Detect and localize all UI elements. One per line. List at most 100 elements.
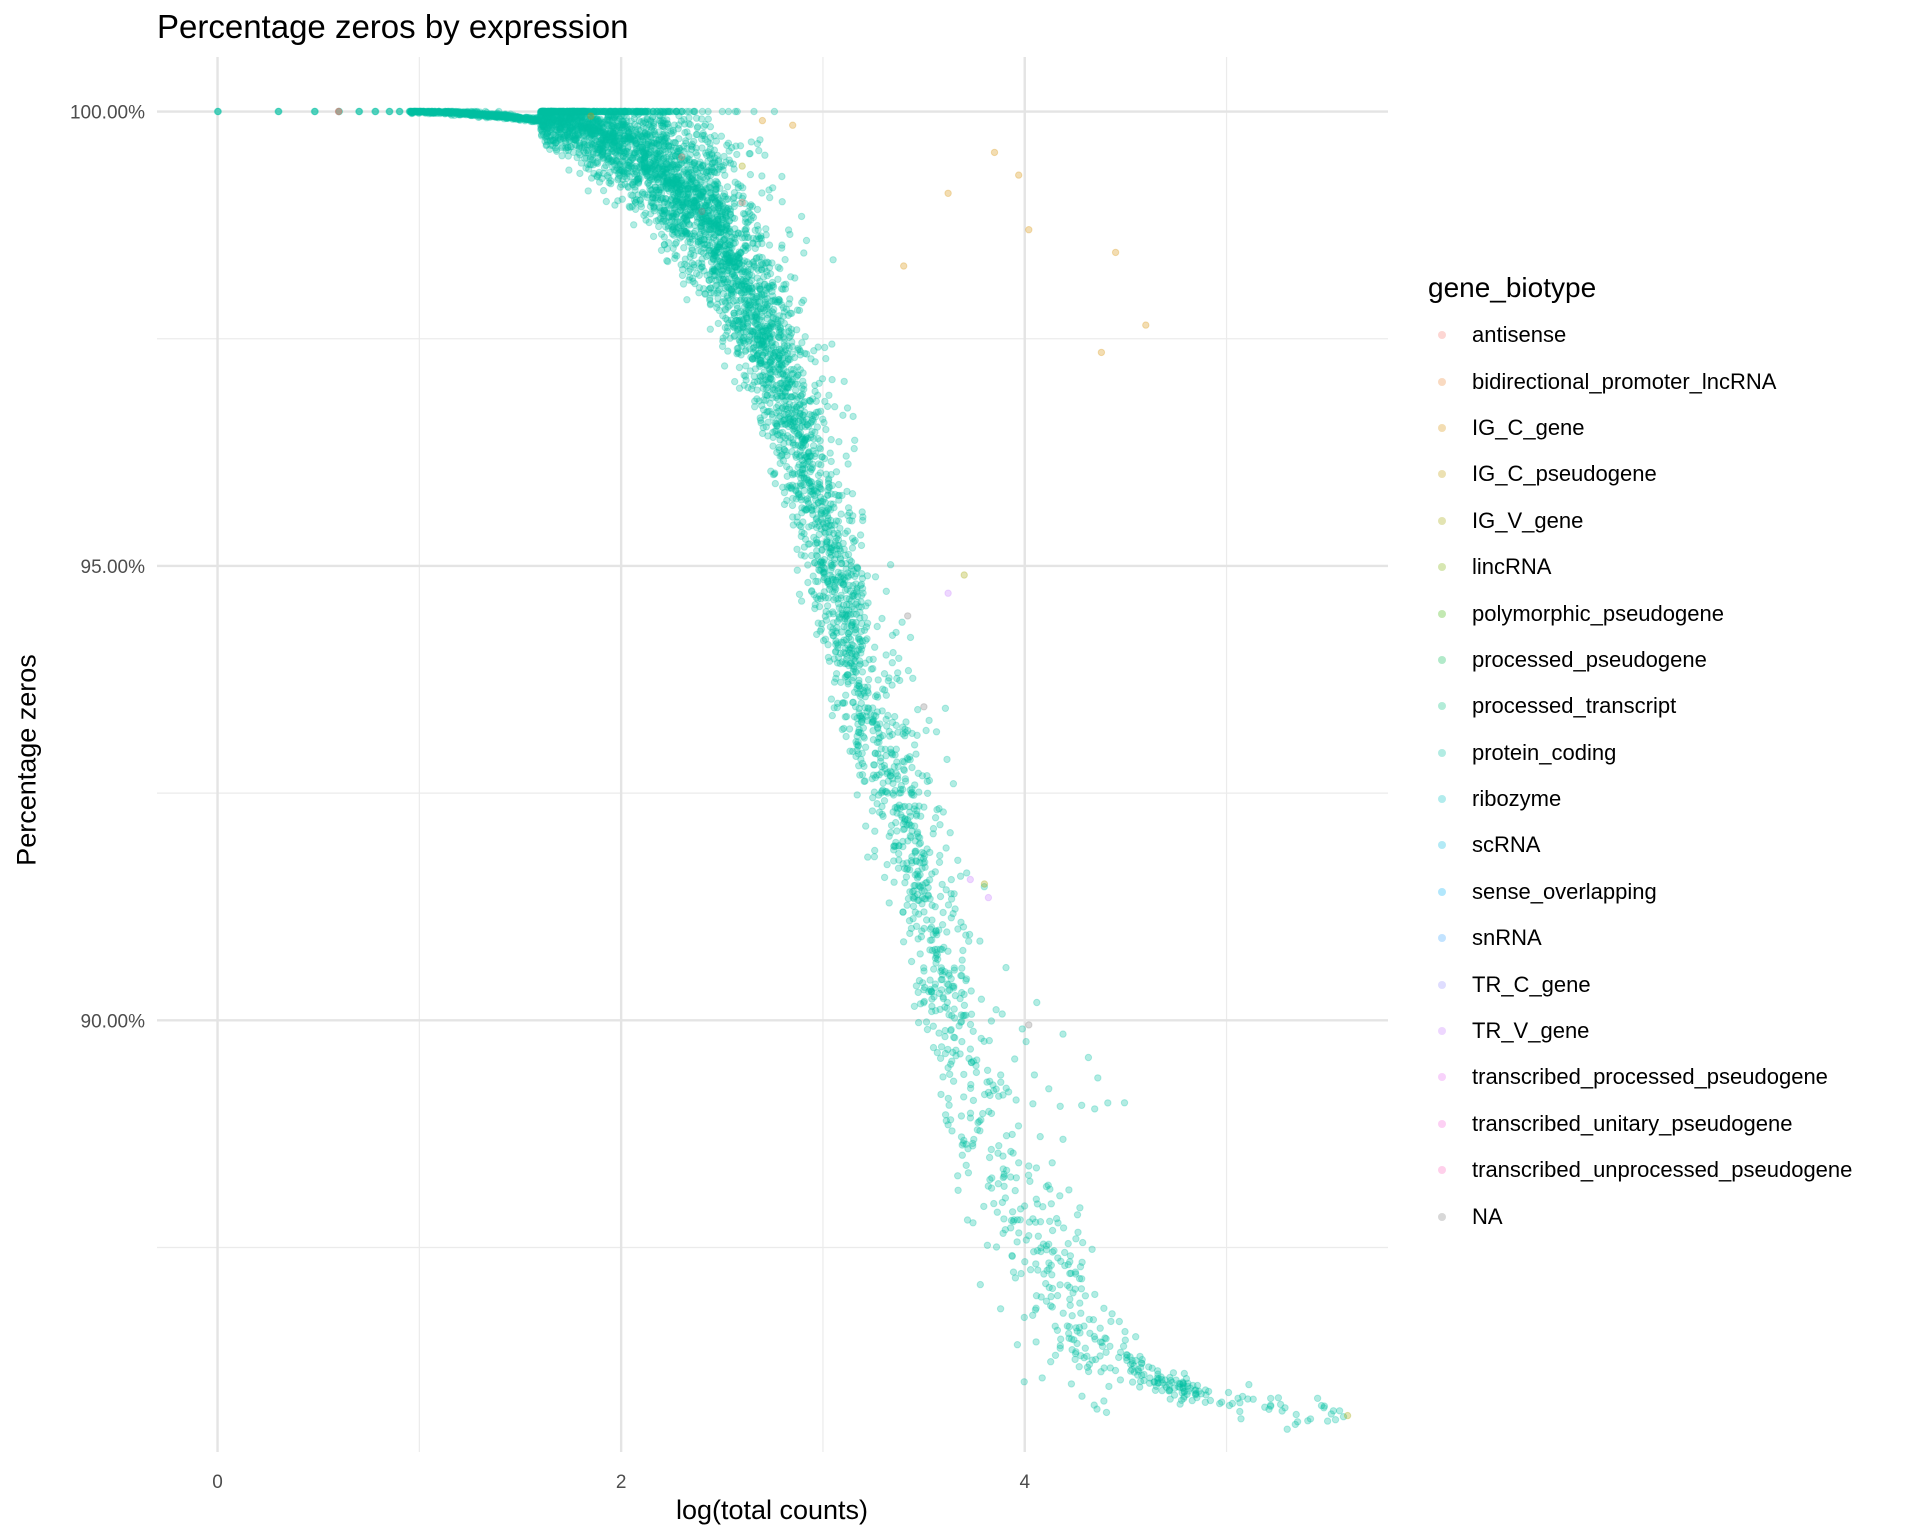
data-point bbox=[471, 107, 479, 116]
data-point bbox=[490, 110, 499, 119]
data-point bbox=[505, 113, 514, 121]
data-point bbox=[920, 964, 928, 972]
data-point bbox=[438, 108, 447, 117]
data-point bbox=[459, 110, 468, 118]
data-point bbox=[515, 114, 524, 123]
data-point bbox=[798, 298, 806, 307]
data-point bbox=[683, 191, 691, 199]
data-point bbox=[493, 110, 501, 119]
data-point bbox=[894, 775, 902, 783]
data-point bbox=[532, 113, 541, 122]
data-point bbox=[644, 150, 653, 159]
data-point bbox=[648, 190, 656, 198]
data-point bbox=[498, 112, 507, 120]
data-point bbox=[739, 192, 747, 200]
data-point bbox=[739, 209, 748, 218]
data-point bbox=[943, 928, 951, 936]
data-point bbox=[838, 491, 846, 500]
data-point bbox=[459, 109, 468, 118]
data-point bbox=[443, 108, 451, 117]
data-point bbox=[604, 133, 612, 141]
data-point bbox=[583, 115, 591, 123]
data-point bbox=[868, 807, 877, 815]
data-point bbox=[729, 195, 737, 203]
data-point bbox=[552, 146, 561, 154]
data-point bbox=[718, 107, 726, 116]
data-point bbox=[454, 109, 463, 117]
data-point bbox=[827, 695, 836, 703]
data-point bbox=[433, 109, 441, 118]
data-point bbox=[467, 111, 475, 119]
data-point bbox=[493, 111, 501, 119]
data-point bbox=[407, 107, 415, 116]
data-point bbox=[508, 113, 516, 121]
data-point bbox=[460, 110, 468, 119]
data-point bbox=[470, 109, 478, 118]
data-point bbox=[493, 112, 501, 121]
data-point bbox=[609, 120, 617, 128]
data-point bbox=[646, 159, 654, 167]
data-point bbox=[859, 724, 868, 732]
data-point bbox=[832, 670, 841, 678]
data-point bbox=[704, 244, 712, 252]
data-point bbox=[923, 1025, 932, 1034]
data-point bbox=[474, 113, 483, 122]
data-point bbox=[480, 110, 488, 118]
data-point bbox=[633, 135, 641, 143]
data-point bbox=[873, 691, 881, 699]
data-point bbox=[515, 115, 523, 123]
data-point bbox=[870, 788, 879, 796]
data-point bbox=[490, 112, 498, 120]
data-point bbox=[929, 1022, 937, 1030]
data-point bbox=[511, 114, 519, 122]
data-point bbox=[536, 117, 544, 125]
data-point bbox=[954, 925, 962, 933]
data-point bbox=[467, 107, 475, 116]
data-point bbox=[605, 154, 613, 163]
data-point bbox=[750, 295, 758, 304]
data-point bbox=[681, 255, 689, 263]
data-point bbox=[517, 114, 525, 122]
data-point bbox=[923, 845, 931, 853]
data-point bbox=[749, 328, 758, 336]
data-point bbox=[944, 987, 952, 995]
data-point bbox=[409, 108, 417, 116]
data-point bbox=[493, 109, 501, 117]
data-point bbox=[620, 136, 628, 145]
data-point bbox=[725, 264, 733, 272]
data-point bbox=[862, 623, 871, 631]
data-point bbox=[827, 545, 835, 554]
data-point bbox=[690, 158, 698, 167]
data-point bbox=[498, 111, 506, 119]
data-point bbox=[409, 107, 417, 116]
data-point bbox=[529, 114, 537, 122]
data-point bbox=[408, 108, 417, 117]
data-point bbox=[779, 428, 787, 437]
data-point bbox=[778, 244, 786, 252]
data-point bbox=[469, 109, 477, 117]
data-point bbox=[481, 110, 489, 118]
data-point bbox=[528, 115, 536, 123]
data-point bbox=[530, 115, 538, 124]
data-point bbox=[409, 109, 417, 117]
data-point bbox=[705, 151, 713, 159]
data-point bbox=[471, 109, 479, 118]
data-point bbox=[857, 580, 866, 588]
data-point bbox=[664, 257, 672, 266]
data-point bbox=[818, 557, 826, 565]
data-point bbox=[481, 110, 489, 119]
data-point bbox=[522, 115, 530, 123]
data-point bbox=[334, 107, 343, 116]
data-point bbox=[854, 738, 862, 746]
data-point bbox=[421, 108, 430, 116]
data-point bbox=[650, 120, 658, 128]
data-point bbox=[435, 107, 443, 116]
data-point bbox=[652, 217, 660, 225]
data-point bbox=[624, 182, 632, 191]
data-point bbox=[828, 711, 836, 720]
data-point bbox=[525, 113, 533, 122]
data-point bbox=[882, 651, 890, 659]
data-point bbox=[501, 110, 510, 118]
data-point bbox=[395, 107, 404, 116]
data-point bbox=[758, 291, 766, 300]
